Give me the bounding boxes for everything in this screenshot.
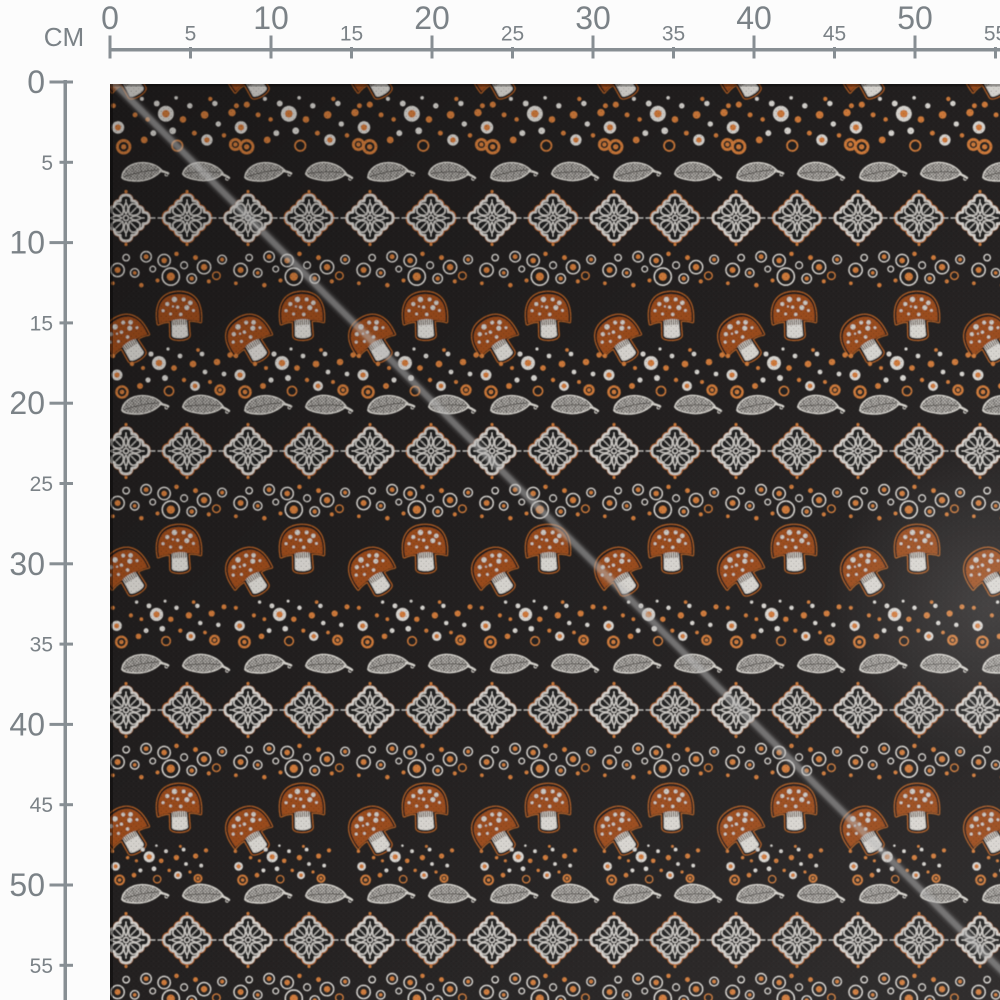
svg-text:25: 25 (30, 473, 53, 496)
svg-text:50: 50 (9, 867, 45, 903)
svg-text:45: 45 (30, 794, 53, 817)
svg-text:40: 40 (9, 706, 45, 742)
svg-text:CM: CM (44, 22, 84, 52)
svg-text:15: 15 (340, 23, 363, 46)
svg-text:40: 40 (736, 0, 772, 36)
svg-text:35: 35 (30, 634, 53, 657)
svg-text:0: 0 (27, 64, 45, 100)
svg-text:20: 20 (9, 385, 45, 421)
svg-text:5: 5 (185, 23, 197, 46)
svg-text:55: 55 (30, 955, 53, 978)
svg-text:0: 0 (101, 0, 119, 36)
svg-text:10: 10 (9, 225, 45, 261)
svg-text:30: 30 (9, 546, 45, 582)
svg-text:35: 35 (662, 23, 685, 46)
svg-text:10: 10 (253, 0, 289, 36)
svg-text:20: 20 (414, 0, 450, 36)
svg-text:15: 15 (30, 312, 53, 335)
svg-text:45: 45 (823, 23, 846, 46)
svg-text:50: 50 (897, 0, 933, 36)
svg-text:5: 5 (41, 152, 53, 175)
svg-text:25: 25 (501, 23, 524, 46)
svg-text:30: 30 (575, 0, 611, 36)
svg-text:55: 55 (984, 23, 1000, 46)
